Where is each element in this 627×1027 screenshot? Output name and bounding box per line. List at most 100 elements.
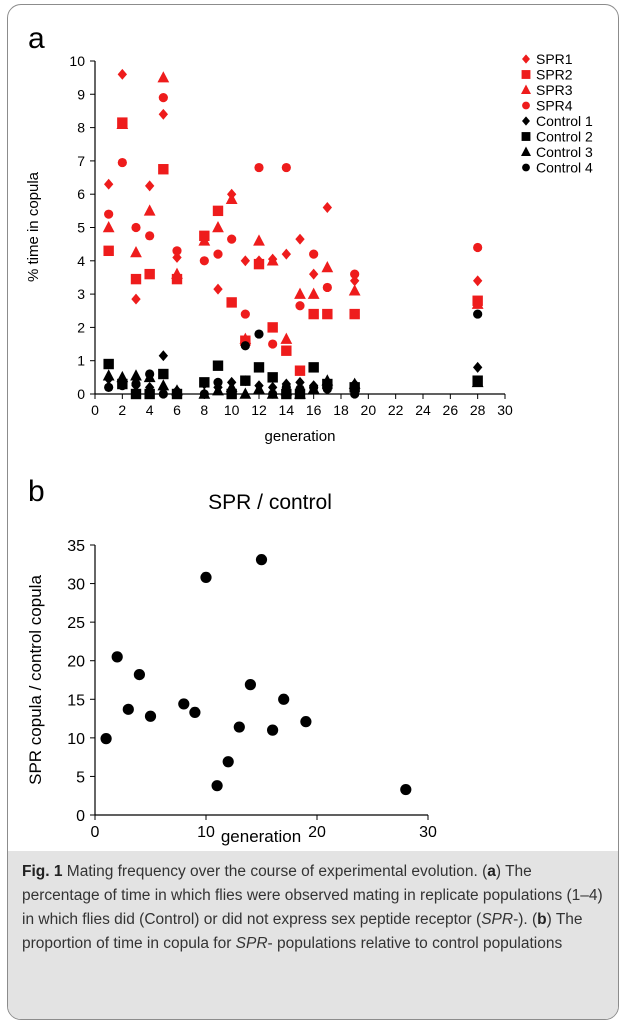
data-point [294,365,306,376]
data-point [254,162,264,173]
panel-a-y-tick-label: 2 [77,319,85,335]
data-point [213,283,223,295]
data-point [117,68,128,80]
data-point [133,669,145,681]
data-point [281,248,292,260]
data-point [267,381,278,393]
panel-a-y-tick-label: 5 [77,220,85,236]
legend-marker [521,70,531,79]
data-point [278,693,290,705]
panel-b-letter: b [28,475,45,508]
legend-marker [522,116,530,126]
data-point [212,360,224,371]
data-point [157,379,170,391]
data-point [225,380,238,393]
data-point [348,284,361,296]
caption-fragment: ) The percentage of time in which flies … [22,863,603,928]
data-point [102,221,115,233]
caption-fragment: Mating frequency over the course of expe… [66,863,488,880]
panel-a-x-tick-label: 28 [470,402,486,418]
panel-b-x-axis-title: generation [221,827,301,846]
panel-b-y-tick-label: 15 [67,692,85,709]
data-point [144,381,155,393]
series-spr4 [104,93,483,349]
panel-a-x-tick-label: 10 [224,402,240,418]
data-point [130,388,142,400]
caption-text: Fig. 1 Mating frequency over the course … [22,860,604,956]
panel-a-x-tick-label: 18 [333,402,349,418]
data-point [321,374,334,386]
caption-fragment: SPR [481,911,514,928]
data-point [131,222,141,233]
data-point [348,377,361,389]
data-point [294,287,306,299]
panel-b-x-tick-label: 0 [91,824,100,841]
panel-a-x-tick-label: 4 [146,402,154,418]
data-point [253,382,265,394]
panel-b-title: SPR / control [208,491,332,514]
data-point [266,254,279,266]
data-point [158,350,169,362]
caption-fig-label: Fig. 1 [22,863,63,880]
data-point [281,162,291,173]
data-point [267,724,279,736]
data-point [267,322,278,333]
panel-b-y-axis-title: SPR copula / control copula [26,575,45,785]
data-point [350,269,360,279]
data-point [158,108,169,120]
data-point [268,389,278,399]
data-point [199,256,209,266]
data-point [144,710,157,722]
data-point [103,358,114,370]
data-point [143,204,156,216]
data-point [281,345,292,356]
panel-a-y-tick-label: 1 [77,353,85,369]
data-point [131,293,141,305]
data-point [473,242,483,253]
data-point [268,339,278,349]
panel-a-y-tick-label: 7 [77,153,85,169]
panel-a-y-tick-label: 0 [77,386,85,402]
data-point [172,252,182,263]
data-point [350,389,360,399]
data-point [144,180,155,192]
panel-b-y-tick-label: 20 [67,654,85,671]
data-point [253,258,265,270]
data-point [281,382,291,392]
series-spr3 [102,71,484,344]
caption-fragment: - populations relative to control popula… [267,935,563,952]
legend-label: SPR2 [536,67,573,83]
series-control-4 [104,309,483,399]
legend-label: SPR1 [536,51,573,67]
panel-a-x-tick-label: 2 [118,402,126,418]
data-point [295,376,305,388]
data-point [130,369,142,381]
data-point [227,389,237,399]
data-point [472,275,483,287]
data-point [212,384,224,396]
data-point [158,93,168,103]
data-point [158,368,169,380]
panel-b-y-tick-label: 35 [67,538,85,555]
panel-a-x-axis-title: generation [265,428,336,445]
data-point [178,698,190,710]
data-point [253,362,265,373]
data-point [295,301,305,311]
data-point [171,273,183,285]
data-point [199,377,210,388]
data-point [322,282,332,293]
data-point [130,273,142,285]
panel-a-y-tick-label: 10 [69,53,85,69]
data-point [244,679,256,691]
legend-marker [522,101,530,110]
data-point [471,297,484,309]
legend-marker [521,84,531,95]
panel-b-chart: b SPR / control 0 5 10 15 20 25 30 35 0 10 20 30 S… [26,475,437,846]
data-point [157,71,170,83]
panel-a-y-tick-label: 3 [77,286,85,302]
data-point [199,389,209,399]
panel-b-y-tick-label: 30 [67,577,85,594]
data-point [255,554,268,566]
data-point [103,245,114,257]
